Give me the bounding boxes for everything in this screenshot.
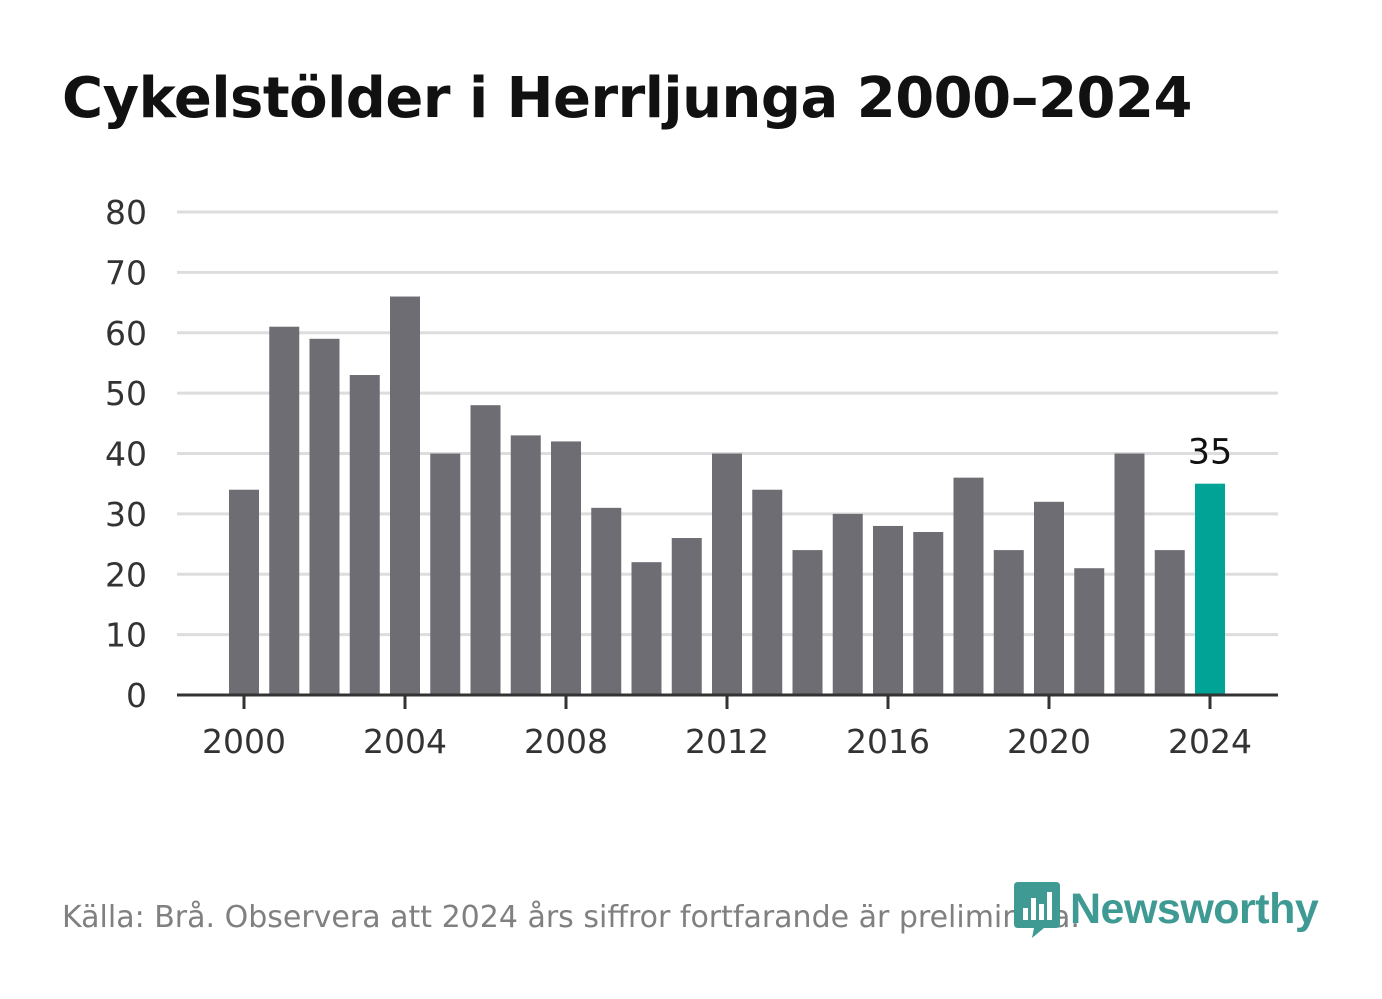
y-tick-label: 0 <box>126 676 147 715</box>
bar-2005 <box>430 453 461 695</box>
y-tick-label: 80 <box>105 193 147 232</box>
bar-2016 <box>873 525 903 695</box>
y-tick-label: 20 <box>105 555 147 594</box>
bar-2007 <box>510 435 541 695</box>
y-tick-label: 10 <box>105 616 147 655</box>
x-tick-label: 2008 <box>524 722 608 761</box>
bar-2004 <box>390 296 420 695</box>
bar-2002 <box>309 338 340 695</box>
bar-2012 <box>712 453 742 695</box>
bar-2000 <box>229 489 259 695</box>
bar-2011 <box>671 538 702 695</box>
bar-2008 <box>551 441 581 695</box>
x-tick-label: 2004 <box>363 722 447 761</box>
labels: 0 10 20 30 40 50 60 70 80 2000 2004 2008 2012 2016 202… <box>105 193 1252 761</box>
source-note: Källa: Brå. Observera att 2024 års siffr… <box>62 900 1080 935</box>
x-tick-label: 2016 <box>846 722 930 761</box>
x-tick-label: 2020 <box>1007 722 1091 761</box>
bar-2021 <box>1074 568 1105 695</box>
y-tick-label: 60 <box>105 314 147 353</box>
bar-2019 <box>993 550 1024 695</box>
x-tick-label: 2000 <box>202 722 286 761</box>
axes <box>177 693 1278 709</box>
bar-2020 <box>1034 501 1064 695</box>
bar-chart: 0 10 20 30 40 50 60 70 80 2000 2004 2008 2012 2016 202… <box>105 193 1278 761</box>
bar-2006 <box>470 405 501 695</box>
bar-2018 <box>953 477 984 695</box>
x-tick-label: 2024 <box>1168 722 1252 761</box>
y-tick-label: 50 <box>105 374 147 413</box>
bar-2023 <box>1154 550 1185 695</box>
y-tick-label: 70 <box>105 253 147 292</box>
y-tick-label: 40 <box>105 435 147 474</box>
bar-2015 <box>832 513 863 695</box>
bar-2001 <box>269 326 300 695</box>
bar-2003 <box>349 375 380 695</box>
newsworthy-logo-icon <box>1014 882 1060 938</box>
x-tick-label: 2012 <box>685 722 769 761</box>
bar-2022 <box>1114 453 1145 695</box>
bar-2013 <box>752 489 783 695</box>
bar-2009 <box>591 507 622 695</box>
brand-logo[interactable]: Newsworthy <box>1012 878 1319 940</box>
brand-name: Newsworthy <box>1070 884 1319 933</box>
bar-2010 <box>631 562 662 695</box>
y-tick-label: 30 <box>105 495 147 534</box>
chart-title: Cykelstölder i Herrljunga 2000–2024 <box>62 66 1192 131</box>
bar-2017 <box>913 531 944 695</box>
bar-2014 <box>792 550 823 695</box>
data-label-2024: 35 <box>1188 433 1233 473</box>
bar-2024 <box>1195 483 1225 695</box>
bars <box>229 296 1225 695</box>
